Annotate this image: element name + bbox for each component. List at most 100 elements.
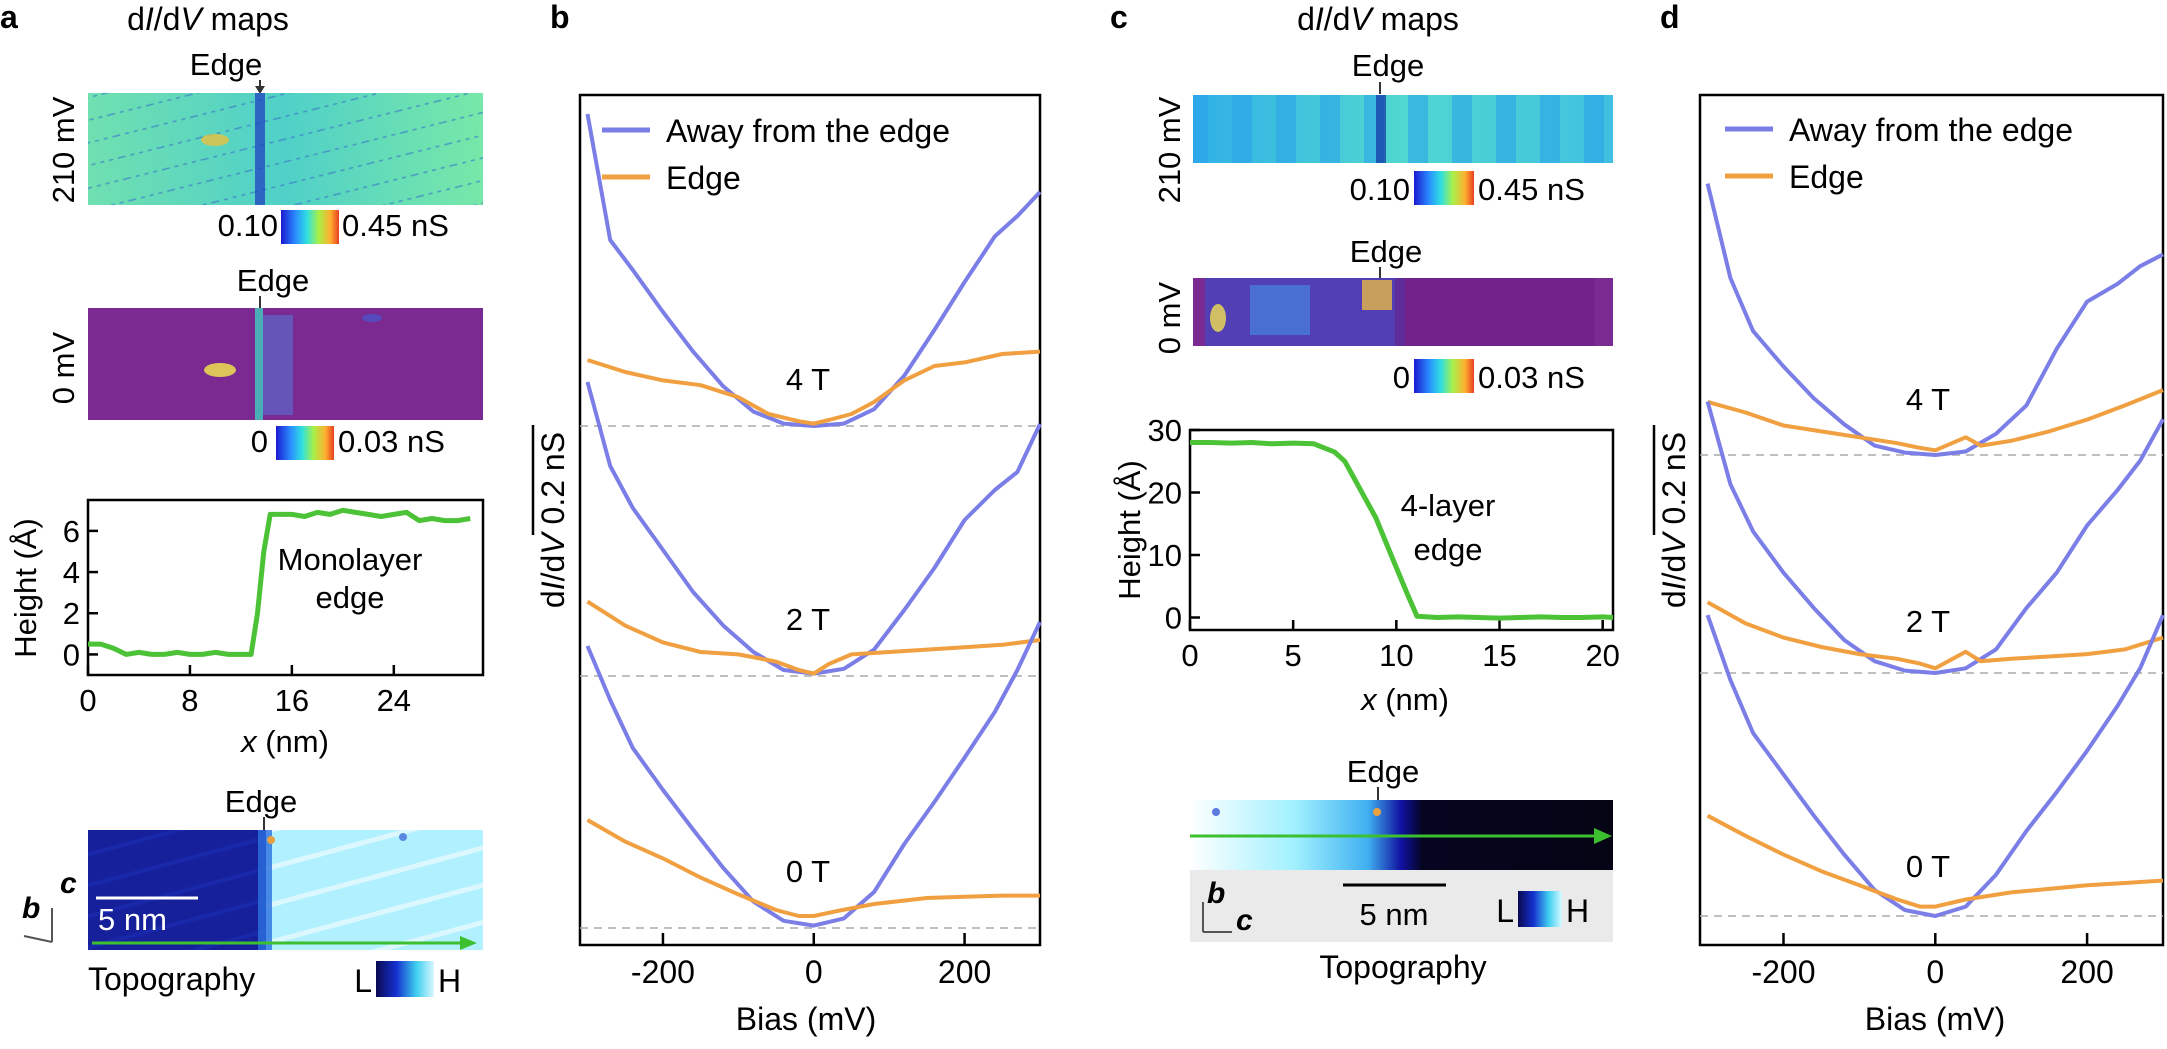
cbar-max-a1: 0.45 nS — [342, 208, 449, 243]
spectra-b-edge-line — [586, 818, 1040, 918]
height-a-ytick-label: 0 — [63, 637, 80, 672]
spectra-d-away-line — [1705, 614, 2165, 918]
edge-arrowhead-a1 — [255, 86, 265, 94]
spectra-d-edge-line — [1706, 600, 2164, 671]
cbar-min-a2: 0 — [251, 424, 268, 459]
didv-map-210mv-c — [1193, 95, 1613, 163]
svg-text:b: b — [22, 892, 40, 925]
height-c-xtick-label: 5 — [1285, 638, 1302, 673]
annotation-4layer: 4-layer — [1401, 488, 1496, 523]
legend-d: Away from the edge Edge — [1725, 112, 2073, 195]
topography-map-a — [88, 830, 483, 950]
height-ylabel-a: Height (Å) — [8, 518, 43, 658]
height-a-ytick-label: 6 — [63, 514, 80, 549]
colorbar-c1 — [1414, 171, 1474, 205]
spectra-ylabel-b: dI/dV 0.2 nS — [535, 432, 571, 608]
height-c-ytick-label: 0 — [1165, 601, 1182, 636]
annotation-edge-a: edge — [316, 580, 385, 615]
spectra-b-xtick-label: 0 — [805, 954, 823, 990]
field-label-0t-d: 0 T — [1906, 849, 1950, 884]
edge-label-a3: Edge — [225, 784, 297, 819]
topo-cbar-H-c: H — [1566, 893, 1589, 929]
spectra-b-edge-line — [586, 599, 1041, 676]
didv-map-0mv-c — [1193, 278, 1613, 346]
spectra-b-xtick-label: -200 — [631, 954, 695, 990]
maps-title-a: dI/dV maps — [127, 1, 289, 37]
didv-map-210mv-a — [88, 93, 483, 205]
colorbar-c2 — [1414, 359, 1474, 393]
colorbar-a2 — [276, 426, 334, 460]
height-c-xtick-label: 20 — [1585, 638, 1619, 673]
panel-letter-d: d — [1660, 0, 1680, 35]
topography-title-c: Topography — [1319, 949, 1486, 985]
panel-letter-b: b — [550, 0, 570, 35]
height-a-ytick-label: 2 — [63, 596, 80, 631]
annotation-monolayer: Monolayer — [278, 542, 423, 577]
topography-title-a: Topography — [88, 961, 255, 997]
spectra-d-away-line — [1705, 183, 2164, 457]
panel-letter-a: a — [0, 0, 18, 35]
legend-edge-d: Edge — [1789, 159, 1864, 195]
field-label-4t-d: 4 T — [1906, 382, 1950, 417]
edge-label-a1: Edge — [190, 47, 262, 82]
height-c-ytick-label: 30 — [1148, 413, 1182, 448]
spectra-xlabel-b: Bias (mV) — [736, 1001, 876, 1037]
height-xlabel-a: x (nm) — [239, 724, 329, 759]
edge-label-c1: Edge — [1352, 48, 1424, 83]
height-xlabel-c: x (nm) — [1359, 682, 1449, 717]
cbar-max-c1: 0.45 nS — [1478, 172, 1585, 207]
spectra-d-xtick-label: -200 — [1751, 954, 1815, 990]
spectra-ylabel-d: dI/dV 0.2 nS — [1656, 432, 1692, 608]
axes-indicator-a: c b — [22, 867, 77, 943]
topo-cbar-H-a: H — [438, 963, 461, 999]
topo-colorbar-a — [376, 961, 434, 997]
height-c-ytick-label: 20 — [1148, 476, 1182, 511]
height-a-ytick-label: 4 — [63, 555, 80, 590]
cbar-min-c2: 0 — [1393, 360, 1410, 395]
bias-label-210mv-c: 210 mV — [1152, 96, 1187, 203]
bias-label-0mv-a: 0 mV — [46, 332, 81, 405]
height-c-ytick-label: 10 — [1148, 538, 1182, 573]
field-label-2t-b: 2 T — [786, 602, 830, 637]
colorbar-a1 — [281, 210, 339, 244]
legend-away-b: Away from the edge — [666, 113, 950, 149]
height-ylabel-c: Height (Å) — [1112, 460, 1147, 600]
spectra-d-xtick-label: 0 — [1926, 954, 1944, 990]
bias-label-0mv-c: 0 mV — [1152, 282, 1187, 355]
spectra-b-away-line — [585, 621, 1042, 928]
spectra-plot-b: -200 0 200 4 T 2 T 0 T Away from the edge … — [531, 93, 1042, 1037]
field-label-2t-d: 2 T — [1906, 604, 1950, 639]
annotation-edge-c: edge — [1414, 532, 1483, 567]
height-a-xtick-label: 16 — [275, 683, 309, 718]
height-line-c — [1190, 440, 1614, 621]
topo-cbar-L-a: L — [354, 963, 372, 999]
svg-text:b: b — [1207, 877, 1225, 910]
spectra-xlabel-d: Bias (mV) — [1865, 1001, 2005, 1037]
scalebar-label-c: 5 nm — [1360, 897, 1429, 932]
didv-map-0mv-a — [88, 308, 483, 420]
cbar-min-c1: 0.10 — [1350, 172, 1410, 207]
height-a-xtick-label: 0 — [79, 683, 96, 718]
spectra-b-edge-line — [586, 349, 1041, 426]
spectra-d-xtick-label: 200 — [2060, 954, 2113, 990]
bias-label-210mv-a: 210 mV — [46, 96, 81, 203]
spectra-d-away-line — [1705, 401, 2165, 675]
spectra-frame-d — [1698, 93, 2165, 947]
height-c-xtick-label: 10 — [1379, 638, 1413, 673]
legend-b: Away from the edge Edge — [602, 113, 950, 196]
maps-title-c: dI/dV maps — [1297, 1, 1459, 37]
scalebar-label-a: 5 nm — [98, 902, 167, 937]
svg-text:c: c — [1236, 904, 1253, 937]
topo-cbar-L-c: L — [1496, 893, 1514, 929]
spectra-b-xtick-label: 200 — [938, 954, 991, 990]
field-label-0t-b: 0 T — [786, 854, 830, 889]
height-a-xtick-label: 8 — [181, 683, 198, 718]
field-label-4t-b: 4 T — [786, 362, 830, 397]
height-line-a — [88, 507, 471, 657]
height-plot-a-frame — [86, 498, 485, 677]
height-c-xtick-label: 15 — [1482, 638, 1516, 673]
edge-label-c2: Edge — [1350, 234, 1422, 269]
